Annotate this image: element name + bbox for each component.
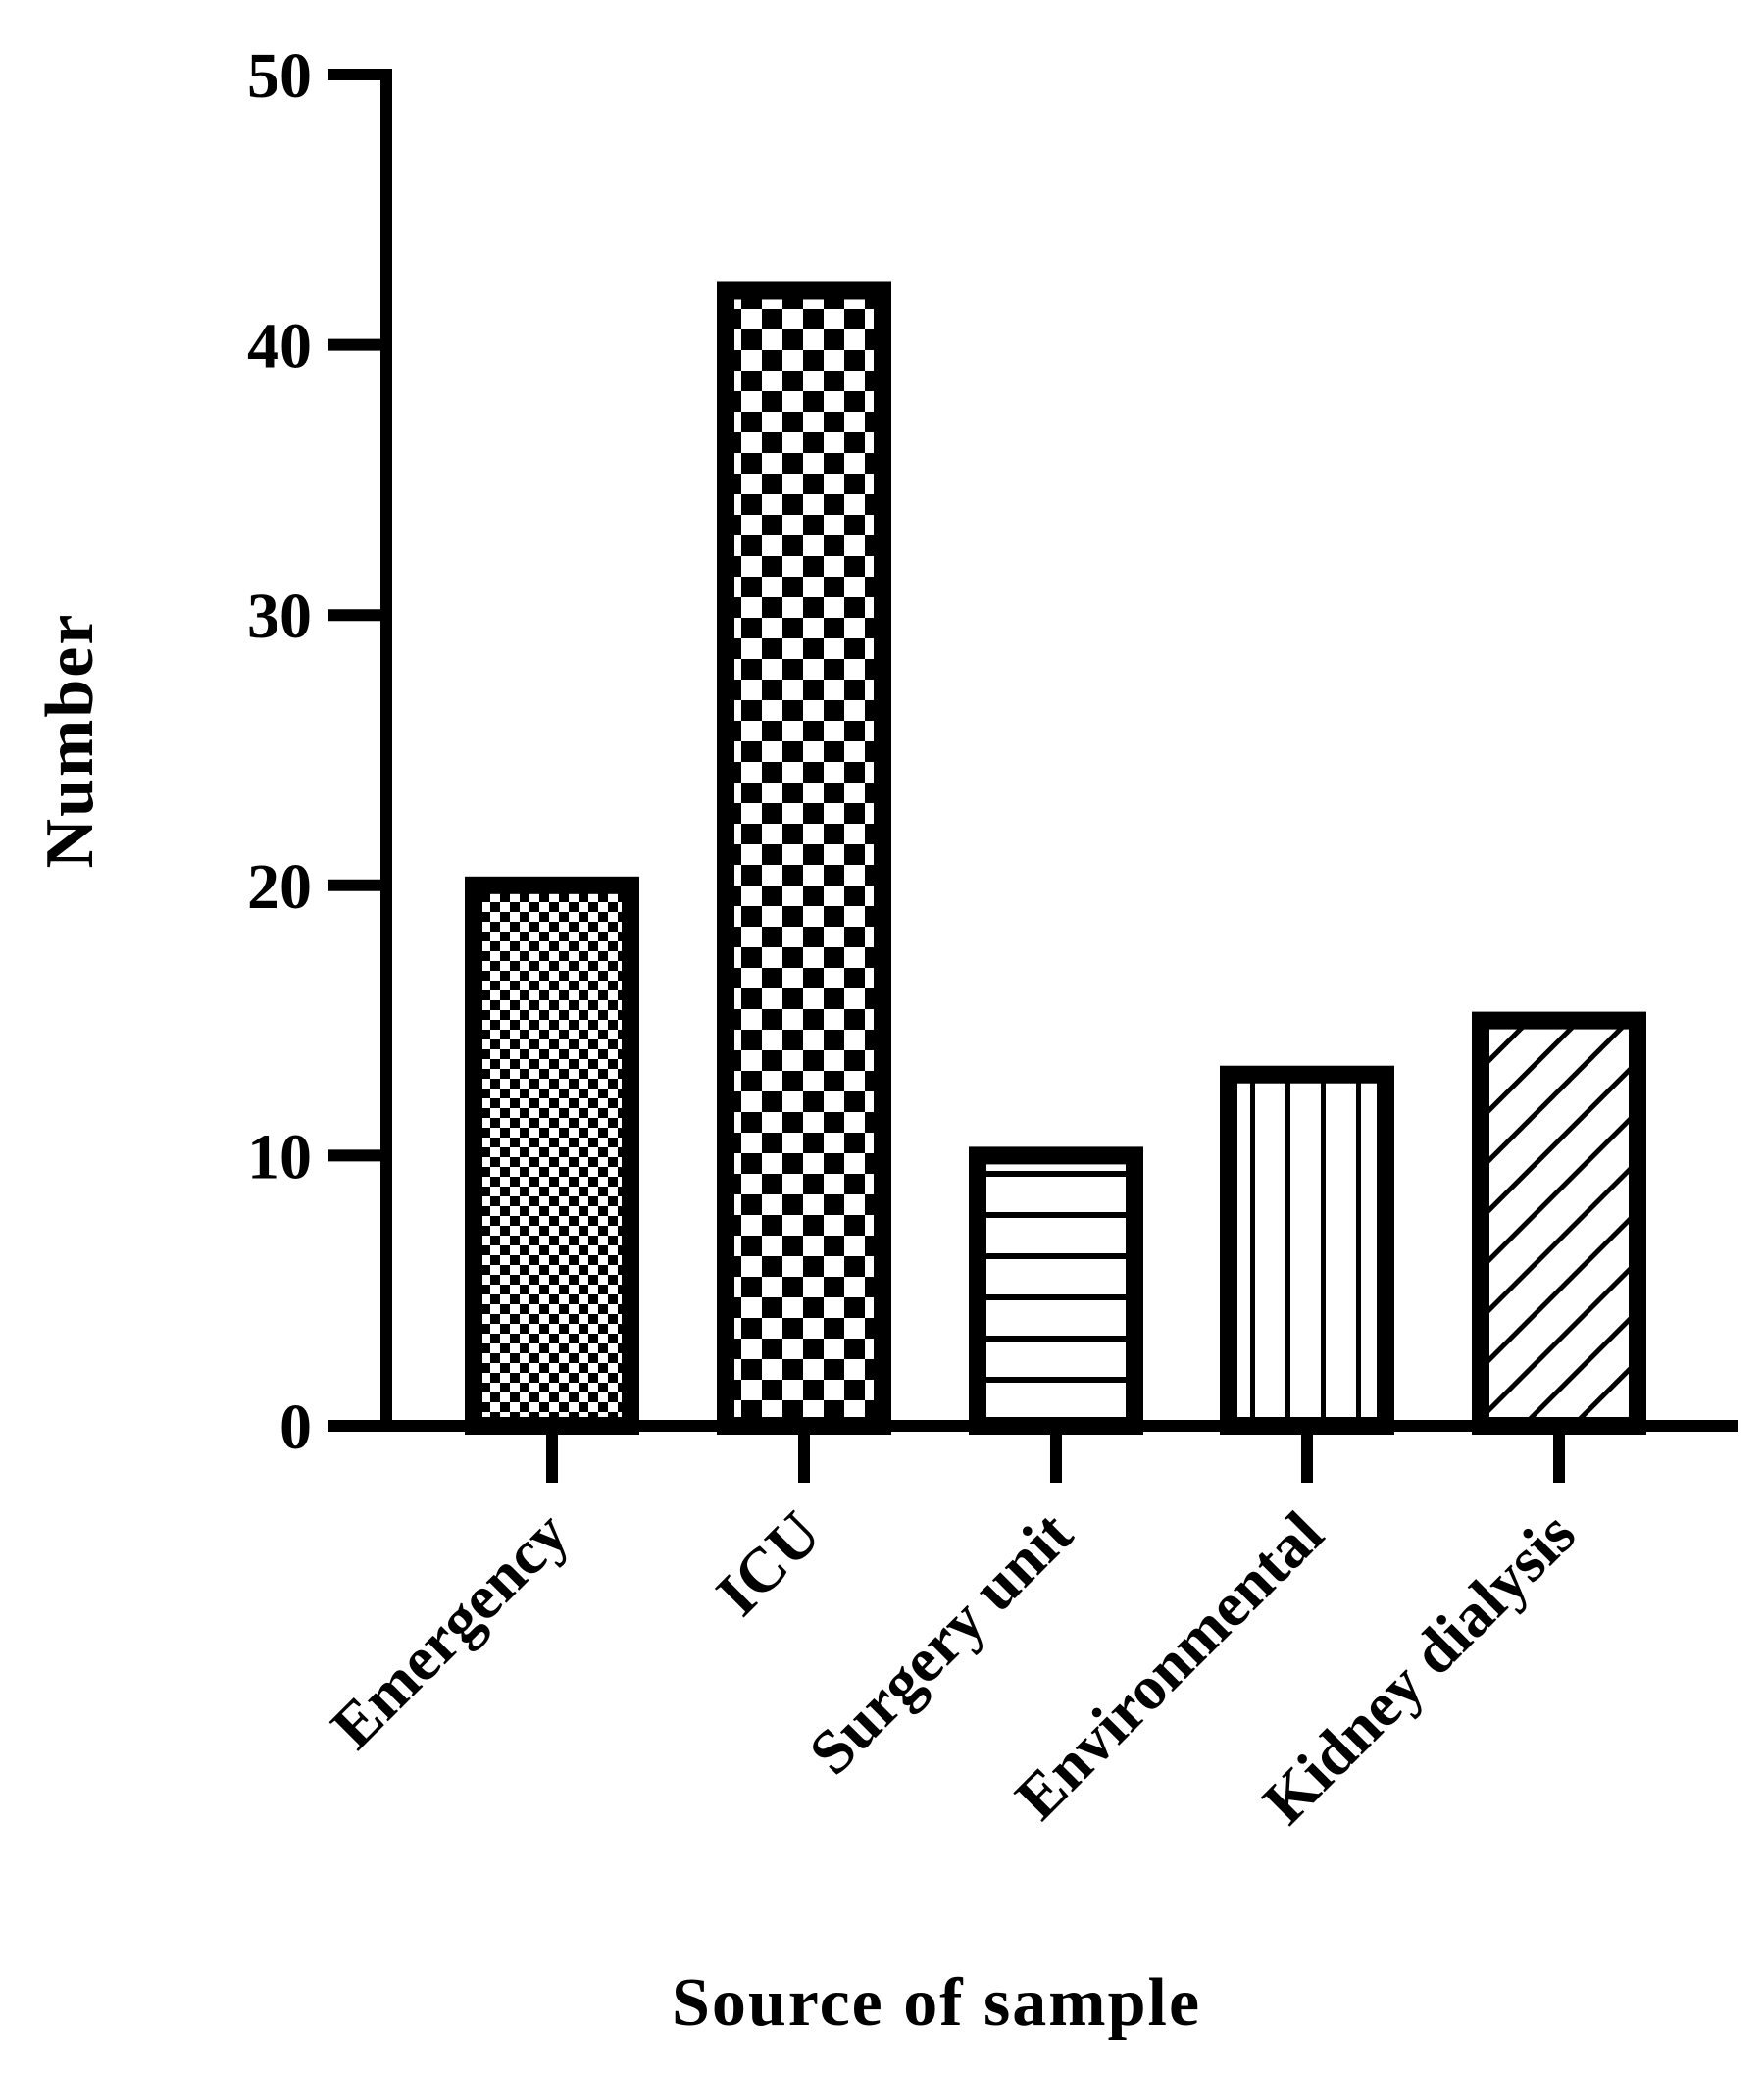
y-ticks-group: 0 10 20 30 40 50 <box>247 40 386 1463</box>
y-tick-label: 0 <box>279 1392 312 1463</box>
y-tick-label: 10 <box>247 1121 312 1192</box>
bar-emergency <box>465 876 639 1435</box>
bar-icu <box>717 281 891 1436</box>
y-axis-title: Number <box>32 613 108 869</box>
bar-surgery-unit <box>969 1146 1143 1436</box>
x-axis-title: Source of sample <box>672 1965 1201 2041</box>
y-tick-label: 40 <box>247 311 312 382</box>
y-tick-label: 50 <box>247 40 312 112</box>
x-tick-label: ICU <box>703 1498 833 1629</box>
bars-group <box>465 281 1646 1436</box>
y-tick-label: 20 <box>247 851 312 923</box>
y-tick-label: 30 <box>247 581 312 652</box>
bar-kidney-dialysis <box>1472 1011 1646 1435</box>
bar-environmental <box>1220 1065 1394 1435</box>
x-tick-label: Emergency <box>318 1498 581 1762</box>
